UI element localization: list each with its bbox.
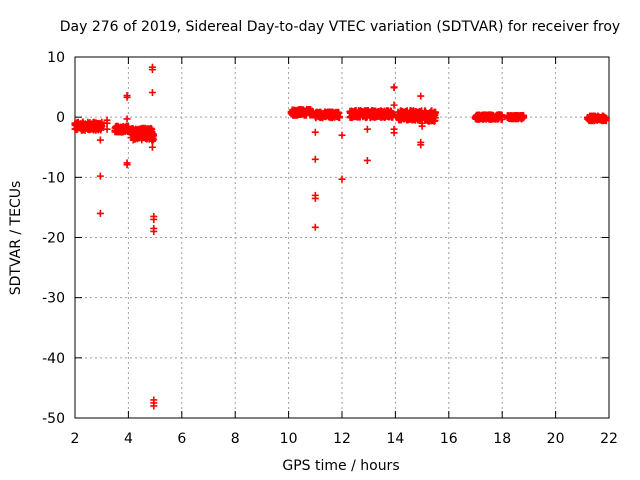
x-tick-label: 8 [231,431,240,447]
data-point [148,143,156,151]
data-point [602,117,610,125]
x-tick-label: 2 [71,431,80,447]
data-point [311,223,319,231]
data-point [389,112,397,120]
data-point [103,116,111,124]
y-tick-label: 10 [47,50,65,66]
x-tick-label: 16 [440,431,458,447]
data-point [335,113,343,121]
x-tick-label: 14 [386,431,404,447]
data-point [96,136,104,144]
y-tick-label: -10 [42,170,65,186]
y-tick-label: -30 [42,291,65,307]
data-point [148,66,156,74]
data-point [311,128,319,136]
data-point [123,115,131,123]
data-point [148,137,156,145]
data-point [417,141,425,149]
data-point [338,131,346,139]
x-tick-label: 22 [600,431,618,447]
y-tick-label: -20 [42,231,65,247]
x-axis-label: GPS time / hours [282,458,399,474]
x-tick-label: 4 [124,431,133,447]
y-axis-label: SDTVAR / TECUs [8,181,24,296]
data-point [311,194,319,202]
chart-title: Day 276 of 2019, Sidereal Day-to-day VTE… [60,19,620,35]
y-tick-label: -40 [42,351,65,367]
data-point [363,156,371,164]
data-point [520,114,528,122]
data-point [123,161,131,169]
plot-frame [74,56,610,419]
data-point [96,172,104,180]
data-point [417,92,425,100]
data-point [150,215,158,223]
data-point [363,125,371,133]
data-point [98,122,106,130]
data-point [432,108,440,116]
data-point [311,155,319,163]
y-tick-labels: 10 0 -10 -20 -30 -40 -50 [42,50,65,427]
x-tick-label: 18 [493,431,511,447]
data-point [338,175,346,183]
x-tick-label: 12 [333,431,351,447]
data-point [103,125,111,133]
x-tick-labels: 2 4 6 8 10 12 14 16 18 20 22 [71,431,618,447]
data-point [123,93,131,101]
data-point [150,402,158,410]
y-tick-label: -50 [42,411,65,427]
data-points [71,63,610,410]
data-point [71,119,79,127]
data-point [390,129,398,137]
data-point [390,84,398,92]
data-point [390,101,398,109]
data-point [149,130,157,138]
data-point [71,125,79,133]
x-tick-label: 6 [177,431,186,447]
data-point [150,227,158,235]
x-tick-label: 10 [280,431,298,447]
data-point [96,209,104,217]
data-point [418,122,426,130]
y-tick-label: 0 [56,110,65,126]
data-point [148,88,156,96]
x-tick-label: 20 [547,431,565,447]
